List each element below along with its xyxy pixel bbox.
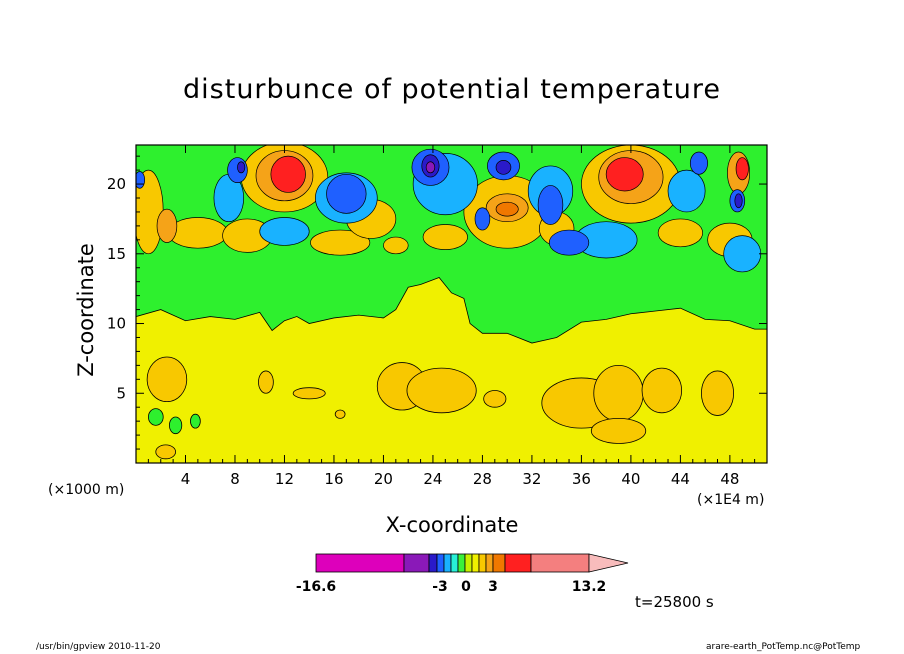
field-disturbance-2: [310, 229, 371, 256]
colorbar-label-pos: 3: [488, 579, 498, 595]
field-lobe-negative-low-2: [190, 413, 201, 429]
colorbar-segment: [403, 553, 430, 573]
colorbar-label-neg: -3: [432, 579, 448, 595]
field-disturbance-37: [689, 151, 708, 175]
footer-program-date: /usr/bin/gpview 2010-11-20: [36, 642, 161, 652]
field-lobe-positive-low-5: [483, 390, 507, 408]
x-tick-label: 12: [275, 470, 294, 488]
x-axis-unit-left: (×1000 m): [48, 482, 125, 498]
x-axis-unit-right: (×1E4 m): [697, 492, 765, 508]
x-tick-label: 44: [671, 470, 690, 488]
footer-source-file: arare-earth_PotTemp.nc@PotTemp: [706, 642, 861, 652]
x-tick-label: 48: [720, 470, 739, 488]
field-lobe-positive-low-7: [593, 364, 644, 422]
colorbar-segment: [450, 553, 459, 573]
x-tick-label: 40: [621, 470, 640, 488]
colorbar-segment: [315, 553, 405, 573]
y-tick-label: 5: [116, 384, 126, 402]
x-tick-label: 8: [230, 470, 240, 488]
x-tick-label: 32: [522, 470, 541, 488]
colorbar-segment: [485, 553, 494, 573]
field-disturbance-16: [156, 208, 178, 243]
field-lobe-negative-low-0: [147, 408, 164, 426]
colorbar-label-zero: 0: [461, 579, 471, 595]
x-tick-label: 4: [181, 470, 191, 488]
colorbar-segment: [436, 553, 445, 573]
field-disturbance-43: [237, 161, 246, 174]
colorbar-min-label: -16.6: [296, 579, 336, 595]
field-disturbance-33: [537, 185, 564, 225]
x-tick-label: 20: [374, 470, 393, 488]
field-lobe-positive-low-12: [155, 444, 176, 460]
field-disturbance-27: [259, 217, 310, 246]
field-disturbance-0: [167, 217, 228, 249]
field-group: [136, 145, 767, 463]
colorbar-segment: [471, 553, 480, 573]
field-lobe-positive-low-1: [258, 370, 274, 394]
field-disturbance-29: [723, 235, 762, 273]
plot-frame: [135, 144, 768, 464]
y-tick-label: 15: [107, 245, 126, 263]
field-lobe-positive-low-10: [590, 417, 647, 444]
y-axis-label: Z-coordinate: [74, 243, 98, 377]
colorbar-segment: [443, 553, 452, 573]
y-tick-label: 20: [107, 175, 126, 193]
field-disturbance-7: [657, 218, 704, 248]
colorbar-segment: [530, 553, 590, 573]
x-tick-label: 16: [324, 470, 343, 488]
field-disturbance-36: [474, 207, 491, 231]
colorbar-extension-arrow: [588, 553, 629, 573]
field-disturbance-41: [495, 159, 512, 175]
field-lobe-negative-low-1: [169, 416, 183, 435]
x-tick-label: 28: [473, 470, 492, 488]
colorbar-segment: [428, 553, 438, 573]
field-disturbance-35: [548, 229, 590, 256]
field-lobe-positive-low-9: [701, 370, 734, 416]
colorbar-segment: [457, 553, 466, 573]
field-disturbance-21: [495, 201, 519, 217]
colorbar-segment: [478, 553, 487, 573]
colorbar-max-label: 13.2: [572, 579, 607, 595]
field-disturbance-12: [383, 236, 409, 255]
field-lobe-positive-low-2: [292, 387, 326, 400]
field-disturbance-42: [734, 193, 743, 209]
y-tick-label: 10: [107, 315, 126, 333]
field-disturbance-19: [605, 157, 644, 192]
field-disturbance-18: [270, 155, 306, 193]
x-tick-label: 24: [423, 470, 442, 488]
field-lobe-positive-low-8: [641, 367, 683, 414]
colorbar-segment: [492, 553, 506, 573]
x-tick-label: 36: [572, 470, 591, 488]
field-lobe-positive-low-4: [406, 367, 477, 414]
x-axis-label: X-coordinate: [385, 513, 519, 537]
field-disturbance-25: [667, 169, 706, 213]
field-disturbance-30: [326, 173, 367, 214]
time-annotation: t=25800 s: [635, 593, 714, 611]
field-disturbance-44: [425, 161, 436, 174]
field-lobe-positive-low-11: [334, 409, 346, 419]
field-lobe-positive-low-0: [146, 356, 188, 403]
field-disturbance-4: [422, 224, 468, 250]
colorbar-segment: [464, 553, 473, 573]
field-disturbance-20: [735, 157, 749, 181]
colorbar-segment: [504, 553, 532, 573]
chart-title: disturbunce of potential temperature: [183, 74, 721, 105]
